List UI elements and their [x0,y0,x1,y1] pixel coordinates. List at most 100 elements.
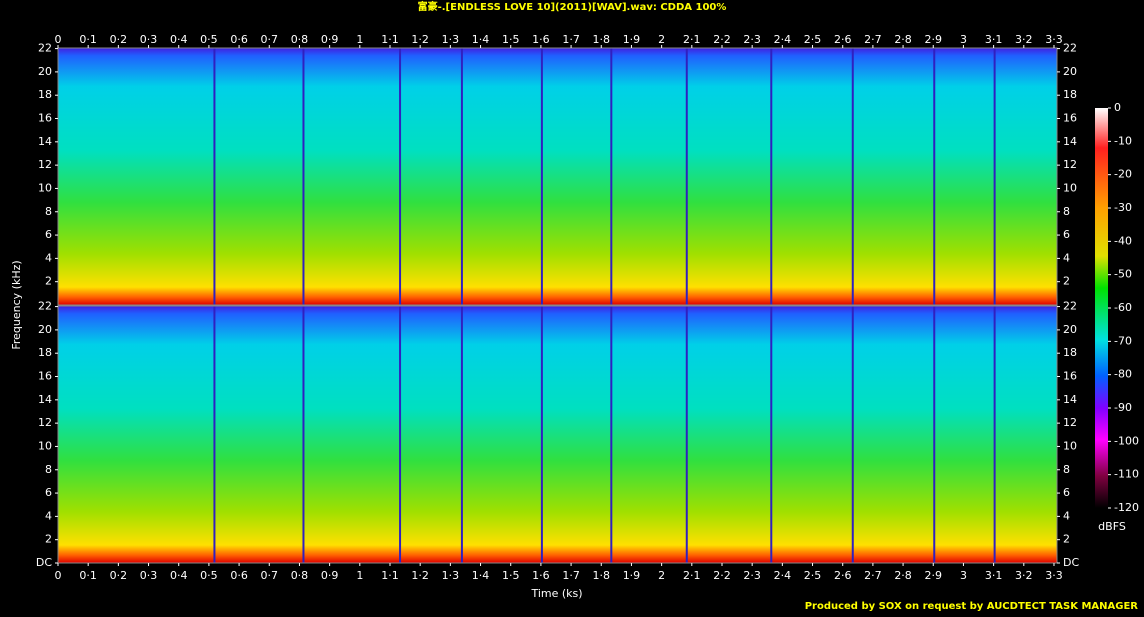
x-tick-label: 1·4 [472,569,490,582]
colorbar-tick-label: -20 [1114,168,1132,181]
track-gap [685,306,688,563]
footer: Produced by SOX on request by AUCDTECT T… [805,601,1139,612]
colorbar-tick-label: -30 [1114,201,1132,214]
x-tick-label: 3 [960,569,967,582]
track-gap [610,306,613,563]
x-tick-label: 1·5 [502,33,520,46]
y-tick-label: 12 [38,416,52,429]
x-tick-label: 0 [55,569,62,582]
x-tick-label: 2·7 [864,33,882,46]
x-tick-label: 2·9 [925,569,943,582]
y-tick-label: 6 [1063,228,1070,241]
x-tick-label: 1·3 [442,33,460,46]
x-tick-label: 1 [356,569,363,582]
y-tick-label: DC [1063,556,1079,569]
y-tick-label: 16 [38,370,52,383]
colorbar-tick-label: 0 [1114,101,1121,114]
x-tick-label: 1·6 [532,33,550,46]
x-tick-label: 1·9 [623,33,641,46]
x-tick-label: 0 [55,33,62,46]
y-tick-label: 18 [1063,346,1077,359]
x-tick-label: 3·2 [1015,33,1033,46]
colorbar-tick-label: -120 [1114,501,1139,514]
y-tick-label: 8 [1063,205,1070,218]
x-tick-label: 0·9 [321,33,339,46]
y-tick-label: 2 [45,275,52,288]
track-gap [933,306,936,563]
spectrogram [58,48,1057,305]
y-tick-label: 10 [38,439,52,452]
x-tick-label: 0·2 [110,33,128,46]
x-tick-label: 1·8 [593,569,611,582]
track-gap [399,306,402,563]
track-gap [302,306,305,563]
spectrogram [58,306,1057,563]
x-tick-label: 2·5 [804,33,822,46]
y-tick-label: 14 [38,135,52,148]
x-tick-label: 0·5 [200,569,218,582]
x-tick-label: 0·4 [170,569,188,582]
x-tick-label: 1·9 [623,569,641,582]
y-tick-label: 4 [45,251,52,264]
y-tick-label: 18 [38,346,52,359]
y-tick-label: 4 [1063,509,1070,522]
track-gap [770,48,773,305]
x-tick-label: 1·1 [381,33,399,46]
x-tick-label: 2·5 [804,569,822,582]
track-gap [399,48,402,305]
colorbar-tick-label: -10 [1114,134,1132,147]
y-tick-label: 12 [1063,416,1077,429]
x-tick-label: 2·6 [834,33,852,46]
y-tick-label: 18 [38,88,52,101]
y-tick-label: 12 [38,158,52,171]
x-tick-label: 2·2 [713,33,731,46]
chart-title: 富豪-.[ENDLESS LOVE 10](2011)[WAV].wav: CD… [418,0,727,13]
x-tick-label: 2·7 [864,569,882,582]
y-tick-label: 14 [1063,393,1077,406]
y-tick-label: 8 [45,205,52,218]
colorbar-tick-label: -100 [1114,434,1139,447]
x-tick-label: 0·3 [140,33,158,46]
x-tick-label: 0·3 [140,569,158,582]
x-tick-label: 2·8 [894,33,912,46]
track-gap [540,48,543,305]
x-tick-label: 0·7 [261,33,279,46]
track-gap [770,306,773,563]
y-tick-label: 12 [1063,158,1077,171]
y-tick-label: 8 [1063,463,1070,476]
track-gap [610,48,613,305]
x-tick-label: 1·7 [562,569,580,582]
track-gap [685,48,688,305]
x-tick-label: 1·2 [411,33,429,46]
colorbar [1095,108,1108,508]
y-tick-label: 10 [38,181,52,194]
y-tick-label: 2 [1063,275,1070,288]
colorbar-tick-label: -50 [1114,268,1132,281]
track-gap [213,306,216,563]
colorbar-label: dBFS [1098,520,1126,533]
track-gap [993,48,996,305]
track-gap [851,306,854,563]
y-tick-label: 4 [1063,251,1070,264]
y-tick-label: 4 [45,509,52,522]
y-tick-label: 10 [1063,439,1077,452]
x-tick-label: 3·1 [985,33,1003,46]
track-gap [993,306,996,563]
x-tick-label: 0·9 [321,569,339,582]
x-tick-label: 3·1 [985,569,1003,582]
x-tick-label: 1·4 [472,33,490,46]
track-gap [851,48,854,305]
y-tick-label: 16 [38,112,52,125]
x-tick-label: 0·8 [291,569,309,582]
y-tick-label: 10 [1063,181,1077,194]
x-tick-label: 2·6 [834,569,852,582]
x-tick-label: 1·6 [532,569,550,582]
x-tick-label: 0·2 [110,569,128,582]
colorbar-tick-label: -80 [1114,368,1132,381]
y-tick-label: 8 [45,463,52,476]
plot-frame [57,305,1058,564]
x-tick-label: 2·4 [774,569,792,582]
track-gap [460,48,463,305]
y-tick-label: 6 [45,228,52,241]
x-tick-label: 1 [356,33,363,46]
